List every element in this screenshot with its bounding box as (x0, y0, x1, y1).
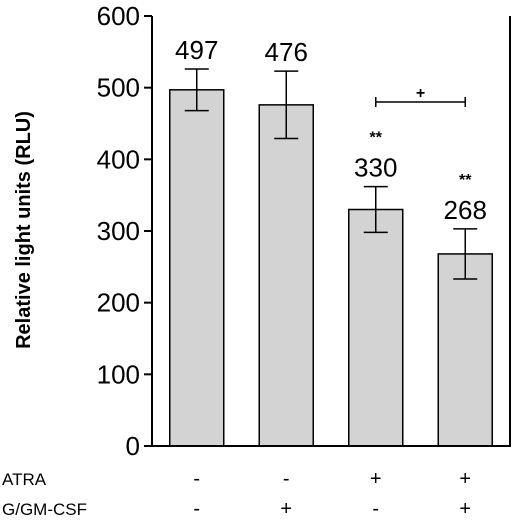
treatment-label-2: G/GM-CSF (2, 500, 87, 519)
bar-1 (169, 89, 225, 447)
data-label-4: 268 (444, 195, 487, 225)
bar-4 (437, 253, 493, 447)
treatment-sign-2-4: + (459, 498, 471, 520)
treatment-sign-1-3: + (370, 468, 382, 490)
treatment-sign-1-4: + (459, 468, 471, 490)
y-tick-label-0: 0 (126, 431, 140, 461)
y-tick-label-400: 400 (97, 144, 140, 174)
y-tick-label-600: 600 (97, 1, 140, 31)
treatment-sign-2-1: - (193, 498, 200, 520)
treatment-sign-2-2: + (280, 498, 292, 520)
bar-3 (348, 208, 404, 447)
treatment-sign-1-1: - (193, 468, 200, 490)
comparison-symbol: + (416, 85, 425, 102)
y-tick-label-100: 100 (97, 359, 140, 389)
y-tick-label-300: 300 (97, 216, 140, 246)
significance-marker-3: ** (370, 130, 383, 147)
data-label-1: 497 (175, 35, 218, 65)
bar-2 (258, 104, 314, 447)
treatment-sign-1-2: - (283, 468, 290, 490)
treatment-label-1: ATRA (2, 470, 47, 489)
data-label-2: 476 (265, 37, 308, 67)
data-label-3: 330 (354, 153, 397, 183)
y-tick-label-500: 500 (97, 73, 140, 103)
treatment-sign-2-3: - (372, 498, 379, 520)
y-tick-label-200: 200 (97, 288, 140, 318)
plot-area: 497 476 330 ** 268 ** +0 100 200 300 400 500 600 ATRA… (2, 1, 511, 520)
y-axis-label: Relative light units (RLU) (13, 111, 35, 349)
significance-marker-4: ** (459, 172, 472, 189)
